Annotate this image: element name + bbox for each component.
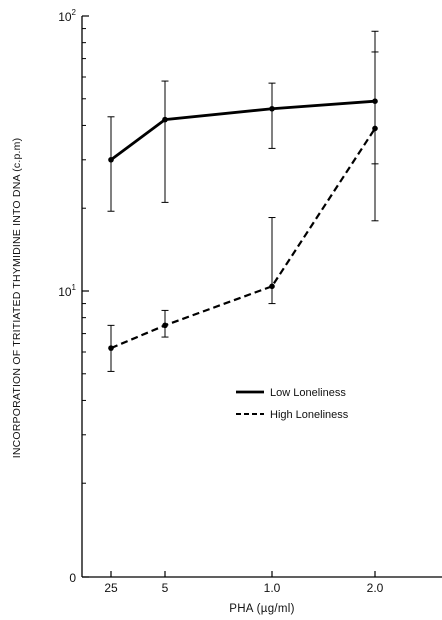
data-point [269, 283, 275, 290]
data-point [372, 125, 378, 132]
y-tick-exponent: 2 [72, 8, 77, 17]
x-axis-ticks: 25 5 1.0 2.0 [104, 571, 384, 595]
y-tick-label: 101 [58, 283, 76, 299]
plot-frame [81, 16, 442, 578]
y-tick-exponent: 1 [72, 283, 77, 292]
data-point [269, 105, 275, 112]
x-axis-title: PHA (µg/ml) [229, 603, 295, 615]
data-point [108, 156, 114, 163]
y-axis-ticks: 102 101 0 [58, 8, 89, 585]
legend-label: High Loneliness [270, 409, 349, 421]
legend-label: Low Loneliness [270, 387, 346, 399]
y-axis-title: INCORPORATION OF TRITIATED THYMIDINE INT… [11, 138, 23, 459]
series-high-loneliness [107, 51, 379, 372]
y-tick-label: 102 [58, 8, 76, 24]
x-tick-label: 5 [162, 581, 169, 595]
data-point [162, 116, 168, 123]
legend: Low Loneliness High Loneliness [236, 387, 349, 421]
x-tick-label: 25 [104, 581, 118, 595]
data-point [108, 345, 114, 351]
x-tick-label: 1.0 [264, 581, 281, 595]
y-tick-label: 0 [69, 571, 76, 585]
series-low-loneliness [107, 30, 379, 212]
series-line [110, 99, 376, 161]
data-point [162, 322, 168, 329]
x-tick-label: 2.0 [367, 581, 384, 595]
series-line [110, 127, 376, 350]
series-layer [107, 30, 379, 372]
